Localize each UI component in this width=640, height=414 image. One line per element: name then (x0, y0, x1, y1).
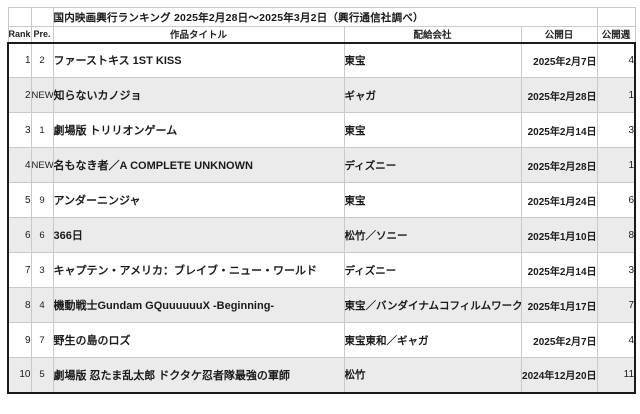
release-date-cell: 2025年2月28日 (520, 147, 598, 183)
rank-cell: 7 (7, 252, 32, 288)
release-date-cell: 2024年12月20日 (520, 357, 598, 394)
table-row: 8 4 機動戦士Gundam GQuuuuuuX -Beginning- 東宝／… (7, 287, 637, 323)
rank-cell: 9 (7, 322, 32, 358)
table-row: 10 5 劇場版 忍たま乱太郎 ドクタケ忍者隊最強の軍師 松竹 2024年12月… (7, 357, 637, 394)
table-row: 2 NEW 知らないカノジョ ギャガ 2025年2月28日 1 (7, 77, 637, 113)
distributor-cell: 松竹／ソニー (343, 217, 522, 253)
release-date-cell: 2025年2月28日 (520, 77, 598, 113)
movie-title-cell: 劇場版 トリリオンゲーム (52, 112, 345, 148)
table-caption-row: 国内映画興行ランキング 2025年2月28日〜2025年3月2日（興行通信社調べ… (7, 7, 636, 27)
table-row: 9 7 野生の島のロズ 東宝東和／ギャガ 2025年2月7日 4 (7, 322, 637, 358)
distributor-cell: ディズニー (343, 252, 522, 288)
previous-rank-cell: 9 (30, 182, 54, 218)
previous-rank-cell: NEW (30, 77, 54, 113)
column-header-row: Rank Pre. 作品タイトル 配給会社 公開日 公開週 (7, 26, 636, 44)
column-header-title: 作品タイトル (52, 26, 345, 44)
rank-cell: 5 (7, 182, 32, 218)
previous-rank-cell: 2 (30, 42, 54, 78)
table-row: 6 6 366日 松竹／ソニー 2025年1月10日 8 (7, 217, 637, 253)
previous-rank-cell: 7 (30, 322, 54, 358)
column-header-distributor: 配給会社 (343, 26, 522, 44)
empty-cell (596, 7, 636, 27)
rank-cell: 10 (7, 357, 32, 394)
rank-cell: 2 (7, 77, 32, 113)
movie-title-cell: 知らないカノジョ (52, 77, 345, 113)
box-office-ranking-table: 国内映画興行ランキング 2025年2月28日〜2025年3月2日（興行通信社調べ… (7, 7, 637, 394)
distributor-cell: 東宝東和／ギャガ (343, 322, 522, 358)
previous-rank-cell: 4 (30, 287, 54, 323)
movie-title-cell: アンダーニンジャ (52, 182, 345, 218)
release-date-cell: 2025年1月17日 (520, 287, 598, 323)
release-date-cell: 2025年2月7日 (520, 42, 598, 78)
weeks-cell: 8 (596, 217, 637, 253)
rank-cell: 6 (7, 217, 32, 253)
movie-title-cell: 劇場版 忍たま乱太郎 ドクタケ忍者隊最強の軍師 (52, 357, 345, 394)
rank-cell: 3 (7, 112, 32, 148)
weeks-cell: 6 (596, 182, 637, 218)
column-header-rank: Rank (7, 26, 32, 44)
distributor-cell: ギャガ (343, 77, 522, 113)
distributor-cell: 東宝／バンダイナムコフィルムワークス (343, 287, 522, 323)
weeks-cell: 4 (596, 322, 637, 358)
movie-title-cell: ファーストキス 1ST KISS (52, 42, 345, 78)
movie-title-cell: 366日 (52, 217, 345, 253)
column-header-pre: Pre. (30, 26, 54, 44)
weeks-cell: 3 (596, 112, 637, 148)
previous-rank-cell: 3 (30, 252, 54, 288)
empty-cell (30, 7, 54, 27)
movie-title-cell: 機動戦士Gundam GQuuuuuuX -Beginning- (52, 287, 345, 323)
weeks-cell: 3 (596, 252, 637, 288)
movie-title-cell: キャプテン・アメリカ：ブレイブ・ニュー・ワールド (52, 252, 345, 288)
distributor-cell: 松竹 (343, 357, 522, 394)
previous-rank-cell: 6 (30, 217, 54, 253)
table-row: 7 3 キャプテン・アメリカ：ブレイブ・ニュー・ワールド ディズニー 2025年… (7, 252, 637, 288)
table-row: 1 2 ファーストキス 1ST KISS 東宝 2025年2月7日 4 (7, 42, 637, 78)
movie-title-cell: 名もなき者／A COMPLETE UNKNOWN (52, 147, 345, 183)
distributor-cell: ディズニー (343, 147, 522, 183)
rank-cell: 1 (7, 42, 32, 78)
rank-cell: 4 (7, 147, 32, 183)
release-date-cell: 2025年1月10日 (520, 217, 598, 253)
column-header-release-date: 公開日 (520, 26, 598, 44)
weeks-cell: 7 (596, 287, 637, 323)
table-row: 4 NEW 名もなき者／A COMPLETE UNKNOWN ディズニー 202… (7, 147, 637, 183)
previous-rank-cell: 5 (30, 357, 54, 394)
weeks-cell: 1 (596, 77, 637, 113)
empty-cell (7, 7, 32, 27)
release-date-cell: 2025年2月7日 (520, 322, 598, 358)
previous-rank-cell: NEW (30, 147, 54, 183)
release-date-cell: 2025年2月14日 (520, 112, 598, 148)
table-title: 国内映画興行ランキング 2025年2月28日〜2025年3月2日（興行通信社調べ… (52, 7, 598, 27)
release-date-cell: 2025年2月14日 (520, 252, 598, 288)
distributor-cell: 東宝 (343, 42, 522, 78)
weeks-cell: 4 (596, 42, 637, 78)
distributor-cell: 東宝 (343, 182, 522, 218)
release-date-cell: 2025年1月24日 (520, 182, 598, 218)
distributor-cell: 東宝 (343, 112, 522, 148)
rank-cell: 8 (7, 287, 32, 323)
weeks-cell: 1 (596, 147, 637, 183)
movie-title-cell: 野生の島のロズ (52, 322, 345, 358)
column-header-weeks: 公開週 (596, 26, 636, 44)
weeks-cell: 11 (596, 357, 637, 394)
table-row: 3 1 劇場版 トリリオンゲーム 東宝 2025年2月14日 3 (7, 112, 637, 148)
table-row: 5 9 アンダーニンジャ 東宝 2025年1月24日 6 (7, 182, 637, 218)
previous-rank-cell: 1 (30, 112, 54, 148)
